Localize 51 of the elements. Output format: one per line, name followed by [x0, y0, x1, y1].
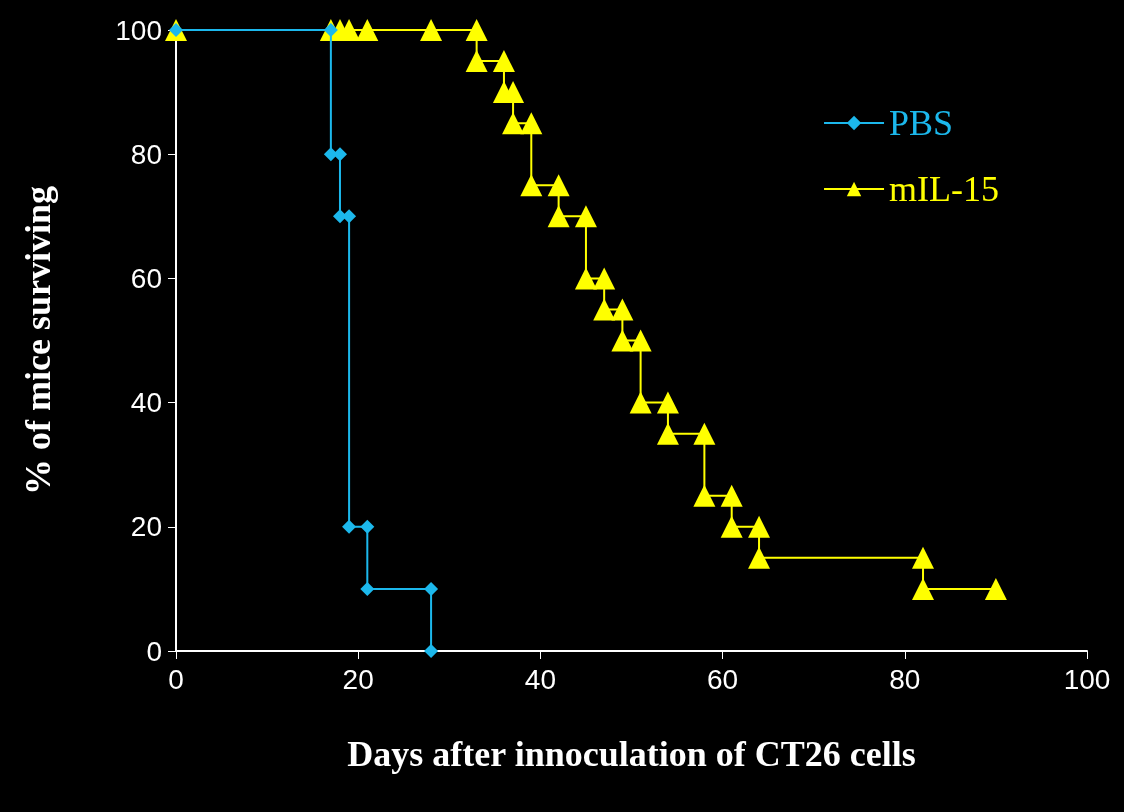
y-tick-label: 80 — [130, 138, 162, 170]
point — [656, 391, 679, 414]
point — [611, 329, 634, 352]
point — [984, 577, 1007, 600]
point — [693, 484, 716, 507]
point — [465, 50, 488, 73]
point — [547, 174, 570, 197]
legend-label: PBS — [889, 103, 954, 143]
point — [720, 515, 743, 538]
point — [360, 581, 375, 596]
x-tick-label: 20 — [342, 663, 374, 695]
point — [465, 19, 488, 41]
point — [356, 19, 379, 41]
point — [424, 644, 439, 658]
point — [492, 50, 515, 73]
point — [593, 267, 616, 290]
point — [629, 329, 652, 352]
point — [502, 112, 525, 135]
y-tick-label: 100 — [115, 14, 162, 46]
point — [360, 519, 375, 534]
point — [342, 519, 357, 534]
point — [748, 515, 771, 538]
point — [611, 298, 634, 321]
y-tick-label: 40 — [130, 387, 162, 419]
x-tick-label: 60 — [707, 663, 739, 695]
point — [342, 209, 357, 224]
point — [629, 391, 652, 414]
point — [912, 577, 935, 600]
point — [547, 205, 570, 228]
point — [574, 205, 597, 228]
legend-label: mIL-15 — [889, 169, 999, 209]
y-tick-label: 20 — [130, 511, 162, 543]
point — [424, 581, 439, 596]
point — [748, 546, 771, 569]
x-axis-title: Days after innoculation of CT26 cells — [347, 734, 916, 774]
x-tick-label: 0 — [168, 663, 184, 695]
point — [720, 484, 743, 507]
x-tick-label: 100 — [1063, 663, 1111, 695]
point — [593, 298, 616, 321]
y-tick-label: 0 — [146, 635, 162, 667]
point — [520, 112, 543, 135]
point — [656, 422, 679, 445]
point — [520, 174, 543, 197]
x-tick-label: 40 — [524, 663, 556, 695]
point — [420, 19, 443, 41]
point — [912, 546, 935, 569]
x-tick-label: 80 — [889, 663, 921, 695]
y-tick-label: 60 — [130, 262, 162, 294]
y-axis-title: % of mice surviving — [18, 186, 58, 495]
point — [693, 422, 716, 445]
point — [574, 267, 597, 290]
